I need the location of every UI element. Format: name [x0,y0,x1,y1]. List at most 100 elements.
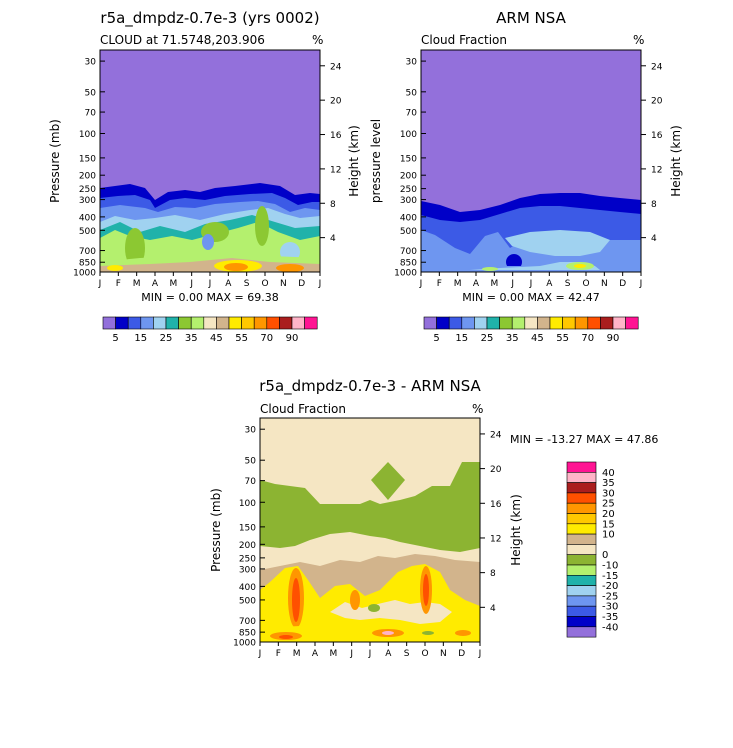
pressure-tick-label: 850 [79,259,96,269]
colorbar-swatch [625,316,639,330]
colorbar-swatch [127,316,142,330]
panel-3-minmax: MIN = -13.27 MAX = 47.86 [510,433,658,446]
colorbar-swatch [241,316,255,330]
pressure-tick-label: 30 [85,58,97,68]
month-tick-label: M [133,279,141,289]
month-tick-label: A [152,279,159,289]
pressure-tick-label: 500 [239,596,256,606]
pressure-tick-label: 500 [400,227,417,237]
colorbar-swatch [436,316,450,330]
height-tick-label: 8 [490,569,496,579]
pressure-tick-label: 150 [400,154,417,164]
colorbar-label: -15 [602,571,618,582]
colorbar-swatch [562,316,576,330]
height-tick-label: 8 [330,200,336,210]
colorbar-label: 5 [112,333,118,344]
month-tick-label: A [385,649,392,659]
colorbar-label: -10 [602,561,618,572]
colorbar-swatch [178,316,192,330]
month-tick-label: M [454,279,462,289]
colorbar-label: -35 [602,612,618,623]
colorbar-label: 5 [433,333,439,344]
month-tick-label: A [473,279,480,289]
panel-1-subtitle: CLOUD at 71.5748,203.906 [100,33,265,47]
panel-2: ARM NSA Cloud Fraction % pressure level … [369,9,683,344]
colorbar-label: 10 [602,530,615,541]
pressure-tick-label: 100 [239,499,256,509]
month-tick-label: M [169,279,177,289]
height-tick-label: 20 [651,97,663,107]
pressure-tick-label: 700 [400,247,417,257]
pressure-tick-label: 250 [400,185,417,195]
colorbar-swatch [279,316,293,330]
colorbar-swatch [566,605,597,617]
pressure-tick-label: 300 [239,565,256,575]
colorbar-swatch [203,316,217,330]
colorbar-label: 90 [607,333,620,344]
pressure-tick-label: 30 [406,58,418,68]
colorbar-swatch [524,316,538,330]
colorbar-label: 15 [134,333,147,344]
colorbar-label: 30 [602,488,615,499]
pressure-tick-label: 700 [79,247,96,257]
pressure-tick-label: 200 [400,172,417,182]
colorbar-swatch [461,316,475,330]
height-tick-label: 24 [651,62,663,72]
colorbar-swatch [102,316,116,330]
colorbar-label: 25 [160,333,173,344]
colorbar-label: 55 [235,333,248,344]
pressure-tick-label: 250 [239,554,256,564]
colorbar-1: 5 15 25 35 45 55 70 90 [102,316,318,344]
height-tick-label: 4 [651,234,657,244]
panel-1-field [100,50,320,272]
pressure-tick-label: 500 [79,227,96,237]
month-tick-label: J [208,279,212,289]
month-tick-label: S [565,279,571,289]
colorbar-swatch [566,544,597,556]
panel-3-ylabel: Pressure (mb) [209,488,223,572]
pressure-tick-label: 200 [79,172,96,182]
month-tick-label: N [440,649,447,659]
month-tick-label: J [189,279,193,289]
panel-3: r5a_dmpdz-0.7e-3 - ARM NSA Cloud Fractio… [209,377,658,659]
pressure-tick-label: 1000 [394,269,417,279]
panel-1-minmax: MIN = 0.00 MAX = 69.38 [141,291,278,304]
colorbar-swatch [566,471,597,483]
height-tick-label: 20 [490,465,502,475]
colorbar-swatch [566,626,597,638]
month-tick-label: F [276,649,281,659]
colorbar-label: 25 [481,333,494,344]
colorbar-swatch [474,316,488,330]
colorbar-swatch [253,316,268,330]
pressure-tick-label: 300 [79,196,96,206]
height-tick-label: 8 [651,200,657,210]
colorbar-swatch [612,316,626,330]
colorbar-label: 70 [260,333,273,344]
colorbar-swatch [511,316,526,330]
month-tick-label: J [510,279,514,289]
colorbar-swatch [566,513,597,525]
month-tick-label: A [225,279,232,289]
colorbar-swatch [423,316,437,330]
colorbar-swatch [566,574,597,586]
month-tick-label: J [349,649,353,659]
pressure-tick-label: 200 [239,541,256,551]
pressure-tick-label: 50 [245,457,257,467]
colorbar-label: -20 [602,581,618,592]
month-tick-label: J [318,279,322,289]
panel-3-subtitle: Cloud Fraction [260,402,346,416]
colorbar-swatch [190,316,205,330]
month-tick-label: D [298,279,305,289]
colorbar-label: 15 [455,333,468,344]
pressure-tick-label: 70 [245,477,257,487]
panel-3-y2label: Height (km) [509,494,523,565]
pressure-tick-label: 30 [245,426,257,436]
colorbar-swatch [228,316,242,330]
pressure-tick-label: 100 [400,130,417,140]
colorbar-label: 35 [506,333,519,344]
month-tick-label: D [619,279,626,289]
